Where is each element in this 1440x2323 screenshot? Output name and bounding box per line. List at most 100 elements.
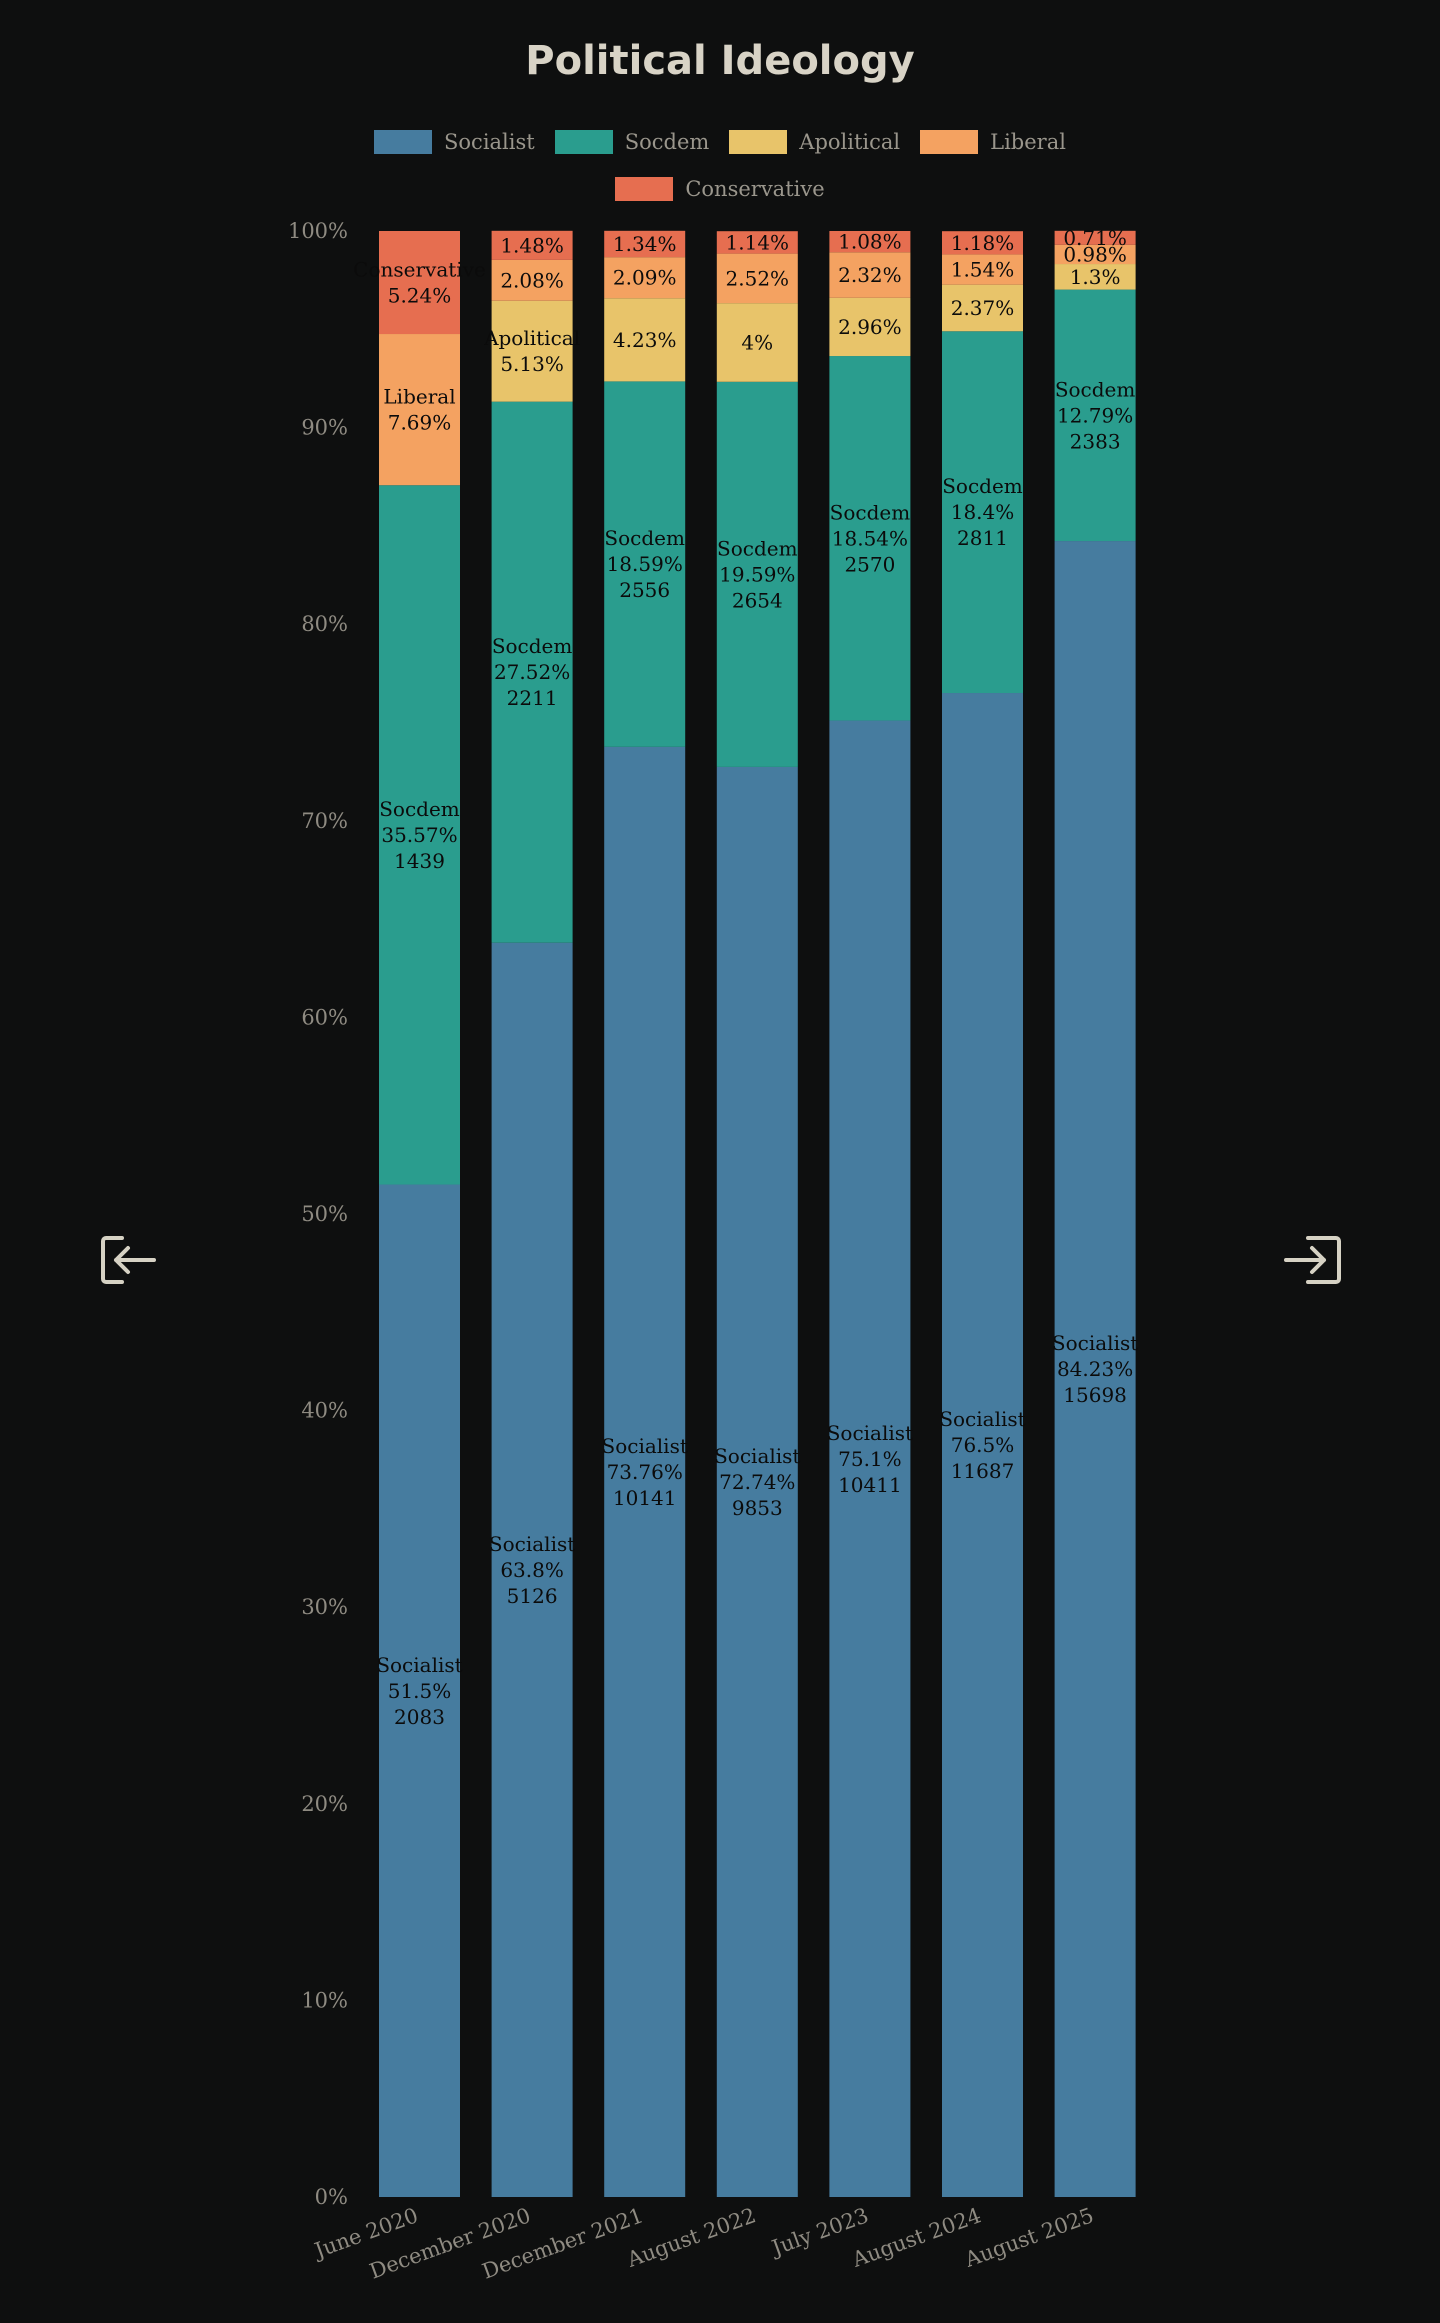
y-tick-label: 70% — [301, 809, 348, 833]
legend-item-liberal[interactable]: Liberal — [920, 128, 1066, 155]
data-label: Socdem 18.59% 2556 — [604, 526, 685, 602]
bar-segment-conservative — [379, 231, 460, 335]
bar-segment-liberal — [604, 257, 686, 299]
bar-segment-conservative — [942, 231, 1023, 255]
x-tick-label: August 2022 — [623, 2203, 759, 2272]
bar-segment-apolitical — [491, 300, 573, 402]
data-label: 1.34% — [613, 232, 677, 256]
legend-swatch — [374, 129, 433, 154]
bar-segment-socialist — [604, 746, 686, 2197]
data-label: Socialist 63.8% 5126 — [489, 1532, 575, 1608]
bar-segment-liberal — [829, 252, 911, 298]
data-label: 2.32% — [838, 263, 902, 287]
data-label: 1.08% — [838, 230, 902, 254]
data-label: 1.54% — [951, 258, 1015, 282]
data-label: Socdem 19.59% 2654 — [717, 536, 798, 612]
bar-segment-conservative — [491, 230, 573, 260]
bar-segment-apolitical — [829, 297, 911, 357]
x-tick-label: August 2024 — [848, 2203, 984, 2272]
legend-swatch — [920, 129, 979, 154]
bar-segment-liberal — [491, 259, 573, 301]
bar-segment-apolitical — [942, 284, 1023, 332]
bar-segment-conservative — [1054, 230, 1136, 245]
data-label: 0.98% — [1063, 242, 1127, 266]
data-label: 1.48% — [500, 233, 564, 257]
data-label: 4.23% — [613, 328, 677, 352]
bar-segment-liberal — [942, 254, 1023, 285]
data-label: Socialist 84.23% 15698 — [1052, 1331, 1138, 1407]
data-label: 2.96% — [838, 315, 902, 339]
data-label: Socialist 76.5% 11687 — [939, 1407, 1025, 1483]
legend-swatch — [729, 129, 788, 154]
legend-item-apolitical[interactable]: Apolitical — [729, 128, 900, 155]
bar-segment-socdem — [716, 381, 798, 767]
bar-segment-apolitical — [1054, 264, 1136, 290]
data-label: Socdem 12.79% 2383 — [1055, 377, 1136, 453]
bar-segment-socialist — [379, 1184, 460, 2197]
y-tick-label: 10% — [301, 1988, 348, 2012]
bar-segment-socialist — [716, 766, 798, 2197]
bar-segment-socialist — [491, 942, 573, 2197]
data-label: 4% — [741, 330, 773, 354]
data-label: Socdem 18.54% 2570 — [830, 500, 911, 576]
bar-segment-apolitical — [604, 298, 686, 382]
data-label: 2.09% — [613, 266, 677, 290]
y-tick-label: 50% — [301, 1202, 348, 1226]
chart-legend: Socialist Socdem Apolitical Liberal Conserva… — [340, 128, 1100, 202]
data-label: 1.18% — [951, 231, 1015, 255]
bar-segment-socdem — [491, 401, 573, 943]
y-tick-label: 90% — [301, 416, 348, 440]
x-tick-label: August 2025 — [961, 2203, 1097, 2272]
bar-segment-apolitical — [716, 303, 798, 382]
enter-right-icon — [1284, 1236, 1341, 1284]
data-label: 1.14% — [726, 230, 790, 254]
y-tick-label: 30% — [301, 1595, 348, 1619]
data-label: 0.71% — [1063, 226, 1127, 250]
data-label: 2.37% — [951, 296, 1015, 320]
data-label: Socialist 75.1% 10411 — [827, 1421, 913, 1497]
bar-segment-conservative — [716, 231, 798, 254]
bar-segment-liberal — [1054, 244, 1136, 265]
legend-swatch — [554, 129, 613, 154]
bar-segment-socdem — [604, 381, 686, 747]
next-button[interactable] — [1282, 1228, 1346, 1292]
bar-segment-socdem — [829, 356, 911, 721]
bar-segment-socialist — [942, 693, 1023, 2197]
bar-segment-socialist — [829, 720, 911, 2198]
legend-label: Apolitical — [799, 129, 901, 154]
legend-label: Liberal — [990, 129, 1066, 154]
y-tick-label: 0% — [315, 2185, 348, 2209]
exit-left-icon — [101, 1236, 156, 1284]
legend-label: Socialist — [444, 129, 535, 154]
data-label: Socdem 27.52% 2211 — [492, 634, 573, 710]
bar-segment-liberal — [379, 334, 460, 486]
legend-item-conservative[interactable]: Conservative — [615, 175, 825, 202]
data-label: 2.08% — [500, 268, 564, 292]
y-tick-label: 40% — [301, 1399, 348, 1423]
legend-label: Socdem — [624, 129, 710, 154]
bar-segment-socdem — [942, 331, 1023, 694]
bar-segment-conservative — [829, 231, 911, 253]
data-label: Socdem 35.57% 1439 — [379, 797, 460, 873]
data-label: Conservative 5.24% — [353, 258, 486, 308]
bar-segment-conservative — [604, 230, 686, 258]
y-tick-label: 100% — [288, 219, 348, 243]
bar-segment-socdem — [1054, 289, 1136, 542]
data-label: Socialist 72.74% 9853 — [714, 1444, 800, 1520]
data-label: 2.52% — [726, 266, 790, 290]
legend-item-socialist[interactable]: Socialist — [374, 128, 535, 155]
data-label: Socialist 51.5% 2083 — [376, 1653, 462, 1729]
data-label: Apolitical 5.13% — [483, 326, 580, 376]
previous-button[interactable] — [96, 1228, 160, 1292]
chart-title: Political Ideology — [525, 38, 915, 84]
legend-item-socdem[interactable]: Socdem — [554, 128, 710, 155]
data-label: Socialist 73.76% 10141 — [602, 1434, 688, 1510]
data-label: Liberal 7.69% — [383, 385, 455, 435]
bar-segment-socdem — [379, 485, 460, 1185]
legend-label: Conservative — [685, 176, 825, 201]
y-tick-label: 20% — [301, 1792, 348, 1816]
y-tick-label: 80% — [301, 612, 348, 636]
legend-swatch — [615, 176, 674, 201]
data-label: Socdem 18.4% 2811 — [942, 474, 1023, 550]
